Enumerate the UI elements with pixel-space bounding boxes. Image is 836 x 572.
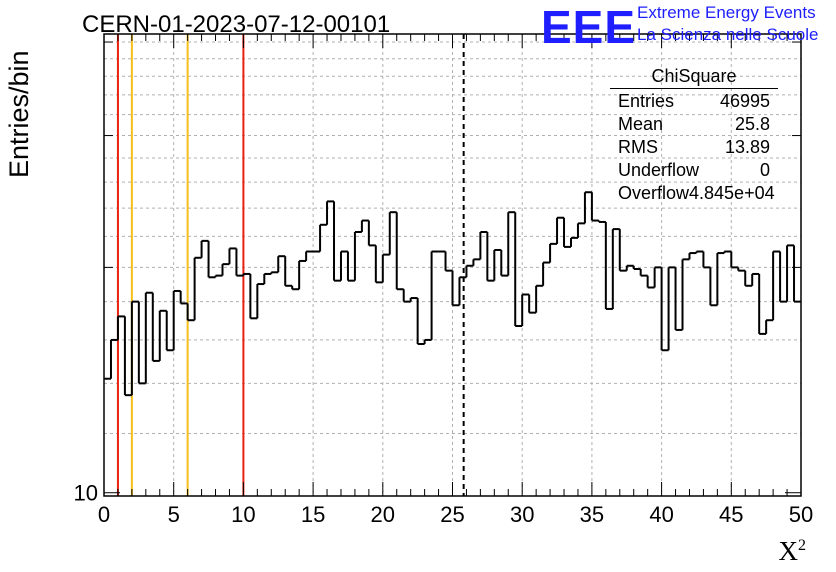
stats-label: Overflow [618,183,690,203]
stats-label: Mean [618,114,664,134]
x-tick-label: 40 [649,502,673,527]
x-axis-label: X2 [779,536,807,567]
x-tick-label: 25 [440,502,464,527]
eee-logo: EEE [541,1,637,53]
stats-label: Underflow [618,160,700,180]
stats-row-underflow: Underflow 0 [610,159,778,182]
stats-label: Entries [618,91,675,111]
logo-line-1: Extreme Energy Events [637,3,816,22]
stats-title: ChiSquare [610,66,778,89]
x-tick-label: 15 [301,502,325,527]
x-tick-label: 35 [580,502,604,527]
reference-lines [116,34,465,496]
x-tick-label: 5 [168,502,180,527]
chart-title: CERN-01-2023-07-12-00101 [82,11,391,38]
logo-line-2: La Scienza nelle Scuole [637,25,819,44]
stats-value: 13.89 [724,137,770,157]
x-tick-label: 30 [510,502,534,527]
y-tick-label: 10 [74,481,98,506]
stats-value: 46995 [719,91,770,111]
stats-row-rms: RMS 13.89 [610,136,778,159]
axis-ticks [103,34,802,496]
x-tick-label: 20 [371,502,395,527]
stats-value: 0 [759,160,770,180]
stats-row-entries: Entries 46995 [610,90,778,113]
stats-box: ChiSquare Entries 46995 Mean 25.8 RMS 13.89… [610,66,778,205]
stats-row-mean: Mean 25.8 [610,113,778,136]
x-tick-label: 45 [719,502,743,527]
x-tick-label: 0 [98,502,110,527]
x-tick-label: 50 [789,502,813,527]
stats-label: RMS [618,137,658,157]
x-axis-label-symbol: X [778,536,799,566]
histogram-bins [104,191,801,397]
x-axis-label-superscript: 2 [798,537,806,554]
axis-tick-labels: 0 5 10 15 20 25 30 35 40 45 50 10 [74,481,814,527]
stats-value: 4.845e+04 [689,183,775,203]
y-axis-label: Entries/bin [4,50,34,178]
stats-row-overflow: Overflow 4.845e+04 [610,182,778,205]
stats-value: 25.8 [734,114,770,134]
x-tick-label: 10 [231,502,255,527]
